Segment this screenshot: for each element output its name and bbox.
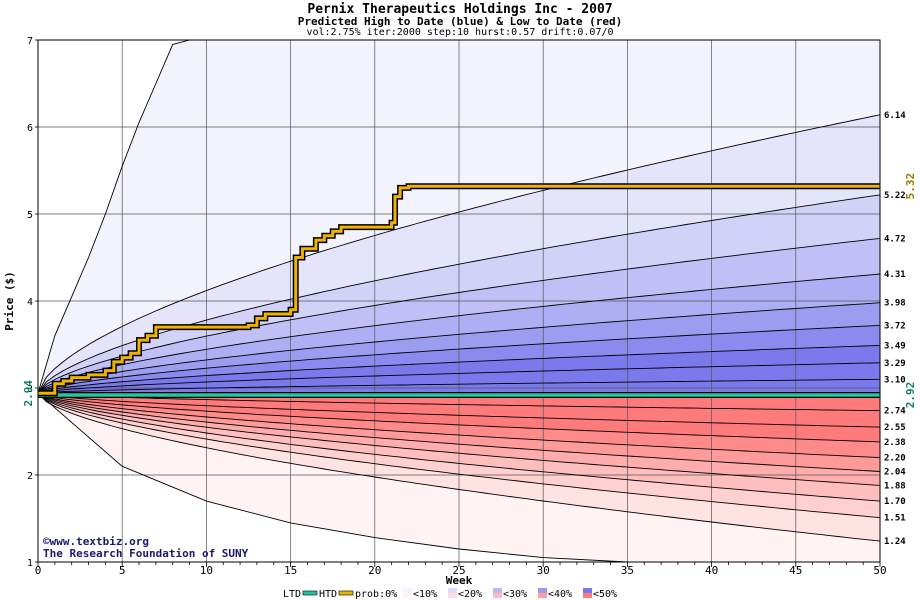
y-axis-label: Price ($) (3, 271, 16, 331)
low-quantile-line-6 (38, 392, 880, 502)
high-quantile-label-3: 4.31 (884, 270, 906, 280)
x-tick-label-1: 5 (119, 564, 126, 577)
low-quantile-label-6: 1.70 (884, 497, 906, 507)
y-tick-label-4: 5 (27, 210, 33, 221)
low-quantile-label-4: 2.04 (884, 468, 906, 478)
watermark-line-2: The Research Foundation of SUNY (43, 547, 249, 560)
watermark-line-1: ©www.textbiz.org (43, 535, 149, 548)
legend-htd-swatch (338, 590, 354, 596)
legend-band-red-2 (493, 593, 502, 598)
legend-band-red-4 (583, 593, 592, 598)
high-quantile-label-0: 6.14 (884, 111, 906, 121)
legend-band-blue-1 (448, 588, 457, 593)
low-quantile-label-2: 2.38 (884, 438, 906, 448)
htd-line (38, 184, 880, 395)
y-tick-label-0: 1 (27, 558, 33, 569)
legend-band-red-3 (538, 593, 547, 598)
high-quantile-line-7 (38, 362, 880, 394)
x-tick-label-7: 35 (621, 564, 634, 577)
legend-band-blue-4 (583, 588, 592, 593)
y-tick-label-1: 2 (27, 471, 33, 482)
plot-area (38, 40, 880, 562)
high-quantile-label-4: 3.98 (884, 299, 906, 309)
low-quantile-label-3: 2.20 (884, 454, 906, 464)
high-quantile-line-0 (38, 114, 880, 394)
high-quantile-label-7: 3.29 (884, 359, 906, 369)
quantile-value-labels: 6.14 5.22 4.72 4.31 3.98 3.72 3.49 3.29 3.10 2.74… (884, 111, 917, 547)
grid (38, 40, 880, 562)
legend-band-blue-3 (538, 588, 547, 593)
y-tick-label-2: 3 (27, 384, 33, 395)
legend-band-red-0 (403, 593, 412, 598)
low-quantile-line-8 (38, 392, 880, 542)
legend-prob-label: prob:0% (355, 589, 397, 600)
low-quantile-line-2 (38, 392, 880, 443)
legend-band-label-0: <10% (413, 589, 437, 600)
chart-title: Pernix Therapeutics Holdings Inc - 2007 (307, 2, 613, 17)
x-axis-label: Week (446, 574, 473, 587)
low-quantile-label-1: 2.55 (884, 423, 906, 433)
high-quantile-label-6: 3.49 (884, 341, 906, 351)
ltd-end-label: 2.92 (904, 382, 917, 409)
legend: LTD HTD prob:0% <10% <20% <30% <40% <50% (283, 588, 617, 600)
max-envelope-line (38, 40, 190, 394)
low-quantile-line-1 (38, 392, 880, 428)
legend-band-label-3: <40% (548, 589, 572, 600)
high-quantile-line-5 (38, 324, 880, 394)
high-quantile-label-8: 3.10 (884, 375, 906, 385)
x-tick-label-0: 0 (35, 564, 42, 577)
y-tick-label-3: 4 (27, 297, 33, 308)
legend-band-label-4: <50% (593, 589, 617, 600)
start-price-label: 2.94 (22, 380, 35, 407)
low-quantile-line-0 (38, 392, 880, 412)
x-tick-label-9: 45 (789, 564, 802, 577)
legend-band-blue-0 (403, 588, 412, 593)
y-tick-label-5: 6 (27, 123, 33, 134)
high-quantile-line-3 (38, 273, 880, 394)
high-quantile-label-5: 3.72 (884, 321, 906, 331)
legend-band-label-2: <30% (503, 589, 527, 600)
legend-band-blue-2 (493, 588, 502, 593)
high-quantile-line-6 (38, 344, 880, 394)
chart-subtitle: Predicted High to Date (blue) & Low to D… (297, 15, 623, 28)
legend-ltd-swatch (302, 590, 318, 596)
x-tick-label-10: 50 (873, 564, 886, 577)
x-tick-label-2: 10 (200, 564, 213, 577)
min-envelope-line (38, 392, 880, 562)
y-tick-label-6: 7 (27, 36, 33, 47)
chart-parameters: vol:2.75% iter:2000 step:10 hurst:0.57 d… (306, 27, 614, 38)
legend-ltd-label: LTD (283, 589, 301, 600)
low-quantile-label-5: 1.88 (884, 481, 906, 491)
high-quantile-line-8 (38, 378, 880, 394)
htd-end-label: 5.32 (904, 173, 917, 200)
x-tick-label-4: 20 (368, 564, 381, 577)
low-quantile-label-7: 1.51 (884, 514, 906, 524)
low-quantile-line-5 (38, 392, 880, 486)
low-quantile-line-7 (38, 392, 880, 519)
low-quantile-line-3 (38, 392, 880, 459)
x-tick-label-3: 15 (284, 564, 297, 577)
low-quantile-label-8: 1.24 (884, 537, 906, 547)
high-quantile-line-4 (38, 302, 880, 394)
legend-htd-label: HTD (319, 589, 337, 600)
legend-band-red-1 (448, 593, 457, 598)
x-tick-label-6: 30 (537, 564, 550, 577)
legend-band-label-1: <20% (458, 589, 482, 600)
high-quantile-label-2: 4.72 (884, 234, 906, 244)
low-quantile-line-4 (38, 392, 880, 472)
low-quantile-label-0: 2.74 (884, 407, 906, 417)
x-tick-label-8: 40 (705, 564, 718, 577)
x-tick-label-5: 25 (452, 564, 465, 577)
high-quantile-label-1: 5.22 (884, 191, 906, 201)
high-quantile-line-2 (38, 237, 880, 394)
